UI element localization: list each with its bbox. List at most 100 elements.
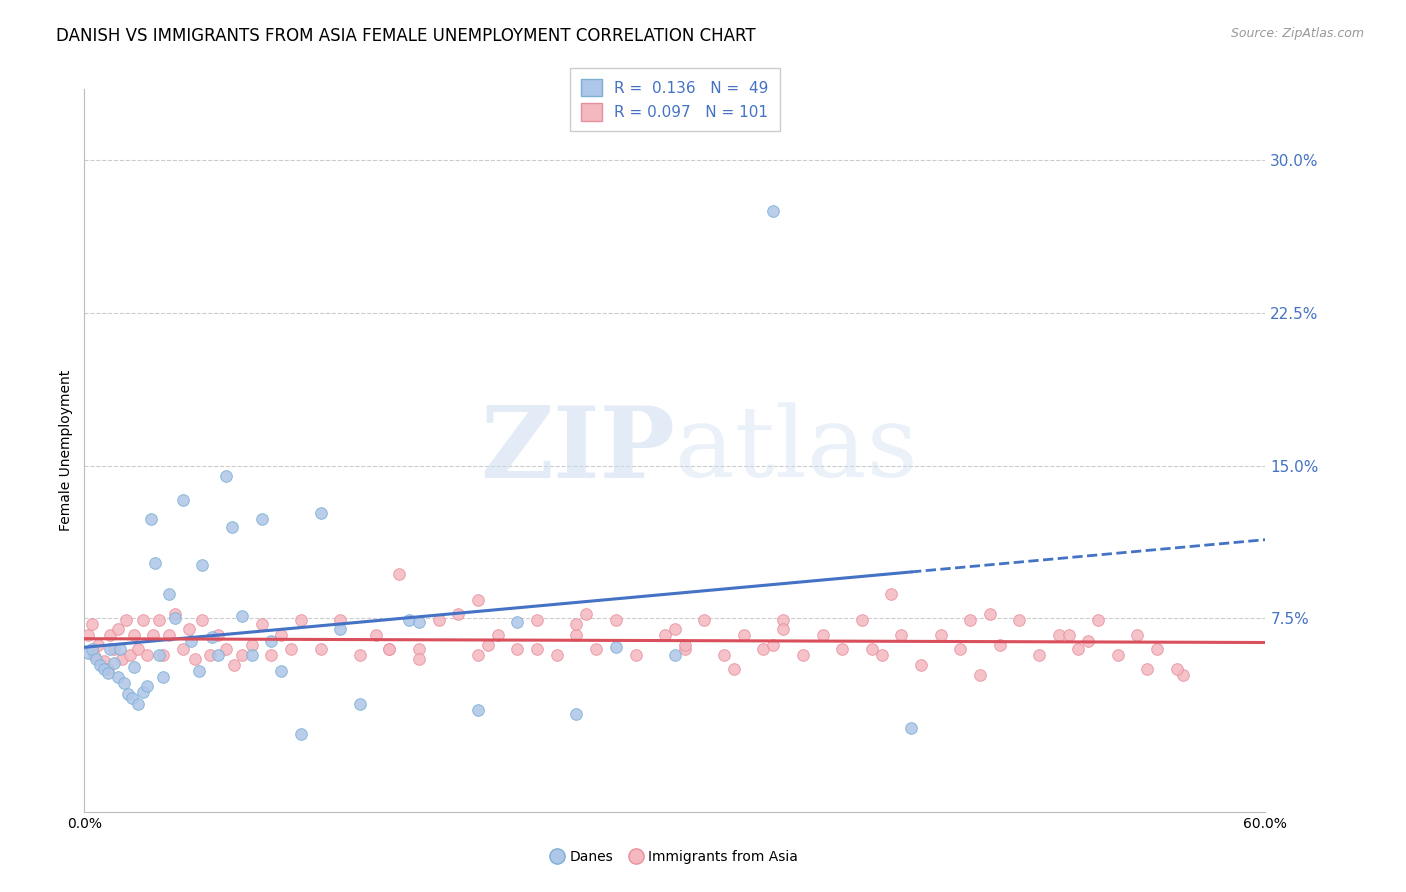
Point xyxy=(121,690,143,705)
Point xyxy=(107,622,129,636)
Point xyxy=(177,622,200,636)
Point xyxy=(103,641,125,656)
Point xyxy=(163,607,186,622)
Point xyxy=(388,566,411,581)
Point xyxy=(831,641,853,656)
Point xyxy=(565,617,588,632)
Point xyxy=(103,656,125,670)
Point xyxy=(127,697,149,711)
Point xyxy=(77,627,100,641)
Point xyxy=(762,638,785,652)
Point xyxy=(772,622,794,636)
Point xyxy=(98,627,121,641)
Point xyxy=(378,641,401,656)
Point xyxy=(93,662,115,676)
Point xyxy=(112,676,135,690)
Point xyxy=(1136,662,1159,676)
Point xyxy=(447,607,470,622)
Point xyxy=(467,703,489,717)
Point xyxy=(191,614,214,628)
Point xyxy=(733,627,755,641)
Point xyxy=(215,641,238,656)
Point xyxy=(136,648,159,662)
Point xyxy=(87,638,110,652)
Point xyxy=(959,614,981,628)
Y-axis label: Female Unemployment: Female Unemployment xyxy=(59,370,73,531)
Point xyxy=(890,627,912,641)
Point xyxy=(329,622,352,636)
Point xyxy=(349,648,371,662)
Point xyxy=(427,614,450,628)
Point xyxy=(585,641,607,656)
Point xyxy=(82,641,104,656)
Point xyxy=(1057,627,1080,641)
Point xyxy=(309,506,332,520)
Point xyxy=(97,666,120,681)
Point xyxy=(772,614,794,628)
Point xyxy=(664,648,686,662)
Text: ZIP: ZIP xyxy=(479,402,675,499)
Point xyxy=(1087,614,1109,628)
Point xyxy=(408,652,430,666)
Point xyxy=(107,670,129,684)
Point xyxy=(673,638,696,652)
Point xyxy=(949,641,972,656)
Point xyxy=(408,641,430,656)
Point xyxy=(1171,668,1194,682)
Point xyxy=(526,614,548,628)
Point xyxy=(280,641,302,656)
Point xyxy=(605,614,627,628)
Point xyxy=(84,652,107,666)
Point xyxy=(309,641,332,656)
Point xyxy=(526,641,548,656)
Point xyxy=(1166,662,1188,676)
Point xyxy=(467,593,489,607)
Point xyxy=(1107,648,1129,662)
Point xyxy=(172,641,194,656)
Point xyxy=(1146,641,1168,656)
Point xyxy=(762,204,785,219)
Point xyxy=(118,648,141,662)
Point xyxy=(240,648,263,662)
Point xyxy=(201,630,224,644)
Point xyxy=(108,641,131,656)
Point xyxy=(231,648,253,662)
Point xyxy=(93,654,115,668)
Point xyxy=(811,627,834,641)
Point xyxy=(83,648,105,662)
Point xyxy=(1126,627,1149,641)
Point xyxy=(132,684,155,698)
Point xyxy=(163,611,186,625)
Point xyxy=(77,646,100,660)
Point xyxy=(575,607,598,622)
Point xyxy=(880,587,903,601)
Point xyxy=(250,511,273,525)
Point xyxy=(270,627,292,641)
Point xyxy=(122,660,145,674)
Point xyxy=(929,627,952,641)
Point xyxy=(222,658,245,673)
Point xyxy=(142,627,165,641)
Point xyxy=(82,617,104,632)
Point xyxy=(851,614,873,628)
Point xyxy=(260,633,283,648)
Point xyxy=(191,558,214,573)
Point xyxy=(752,641,775,656)
Point xyxy=(398,614,420,628)
Point xyxy=(148,614,170,628)
Point xyxy=(183,652,205,666)
Point xyxy=(1008,614,1031,628)
Point xyxy=(1047,627,1070,641)
Point xyxy=(180,633,202,648)
Point xyxy=(477,638,499,652)
Point xyxy=(546,648,568,662)
Point xyxy=(97,662,120,676)
Point xyxy=(860,641,883,656)
Point xyxy=(240,638,263,652)
Point xyxy=(117,687,139,701)
Point xyxy=(148,648,170,662)
Point xyxy=(364,627,387,641)
Point xyxy=(654,627,676,641)
Point xyxy=(624,648,647,662)
Point xyxy=(127,641,149,656)
